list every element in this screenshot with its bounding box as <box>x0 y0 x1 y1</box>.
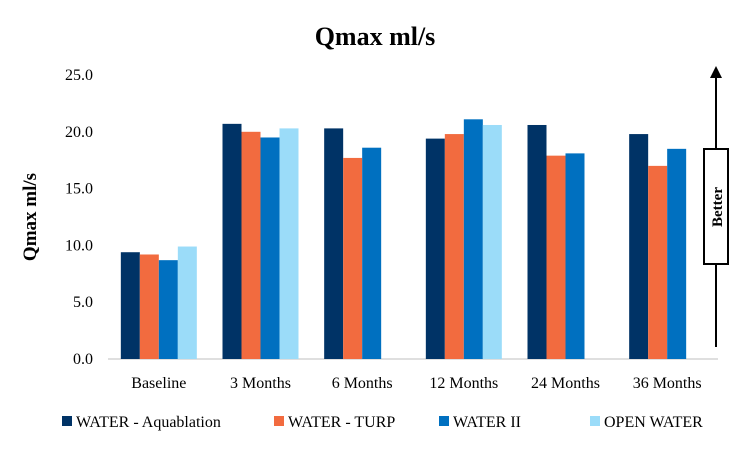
legend-label: OPEN WATER <box>604 414 703 431</box>
bar-open-water-1 <box>279 128 299 359</box>
bar-water-turp-4 <box>546 155 566 359</box>
bar-water-turp-5 <box>648 165 668 359</box>
y-tick-label: 15.0 <box>65 181 93 198</box>
bar-water-ii-1 <box>260 137 280 359</box>
bar-water-aquablation-4 <box>527 124 547 359</box>
bar-water-turp-2 <box>343 157 363 359</box>
bar-open-water-0 <box>177 246 197 359</box>
y-tick-label: 5.0 <box>73 294 93 311</box>
bar-water-turp-3 <box>444 134 464 359</box>
category-label: 3 Months <box>230 375 291 392</box>
legend-label: WATER II <box>453 414 521 431</box>
bar-water-aquablation-3 <box>425 138 445 359</box>
bar-water-ii-3 <box>463 119 483 359</box>
bar-water-turp-0 <box>139 254 159 359</box>
y-axis-ticks: 0.0 5.0 10.0 15.0 20.0 25.0 <box>65 67 93 368</box>
y-tick-label: 10.0 <box>65 237 93 254</box>
bars-group <box>120 119 687 360</box>
category-labels: Baseline 3 Months 6 Months 12 Months 24 Mont… <box>131 375 701 392</box>
better-arrow-head <box>710 66 722 78</box>
legend: WATER - Aquablation WATER - TURP WATER II O… <box>62 414 703 431</box>
y-tick-label: 20.0 <box>65 124 93 141</box>
bar-water-aquablation-1 <box>222 123 242 360</box>
legend-swatch <box>274 416 284 426</box>
category-label: 6 Months <box>332 375 393 392</box>
better-annotation: Better <box>703 66 729 347</box>
bar-water-aquablation-2 <box>324 128 344 359</box>
y-axis-label: Qmax ml/s <box>20 173 41 261</box>
bar-water-aquablation-0 <box>120 252 140 359</box>
bar-water-turp-1 <box>241 131 261 359</box>
category-label: 12 Months <box>429 375 498 392</box>
legend-swatch <box>439 416 449 426</box>
bar-water-ii-5 <box>667 148 687 359</box>
bar-water-aquablation-5 <box>629 134 649 359</box>
bar-water-ii-4 <box>565 153 585 359</box>
category-label: Baseline <box>131 375 186 392</box>
category-label: 36 Months <box>633 375 702 392</box>
better-box <box>703 148 729 265</box>
y-tick-label: 0.0 <box>73 351 93 368</box>
legend-label: WATER - TURP <box>288 414 395 431</box>
legend-swatch <box>590 416 600 426</box>
bar-open-water-3 <box>482 124 502 359</box>
y-tick-label: 25.0 <box>65 67 93 84</box>
legend-swatch <box>62 416 72 426</box>
better-label: Better <box>710 187 726 227</box>
bar-water-ii-2 <box>362 147 382 359</box>
category-label: 24 Months <box>531 375 600 392</box>
bar-water-ii-0 <box>158 260 178 359</box>
chart-title: Qmax ml/s <box>315 22 436 51</box>
legend-label: WATER - Aquablation <box>76 414 221 431</box>
